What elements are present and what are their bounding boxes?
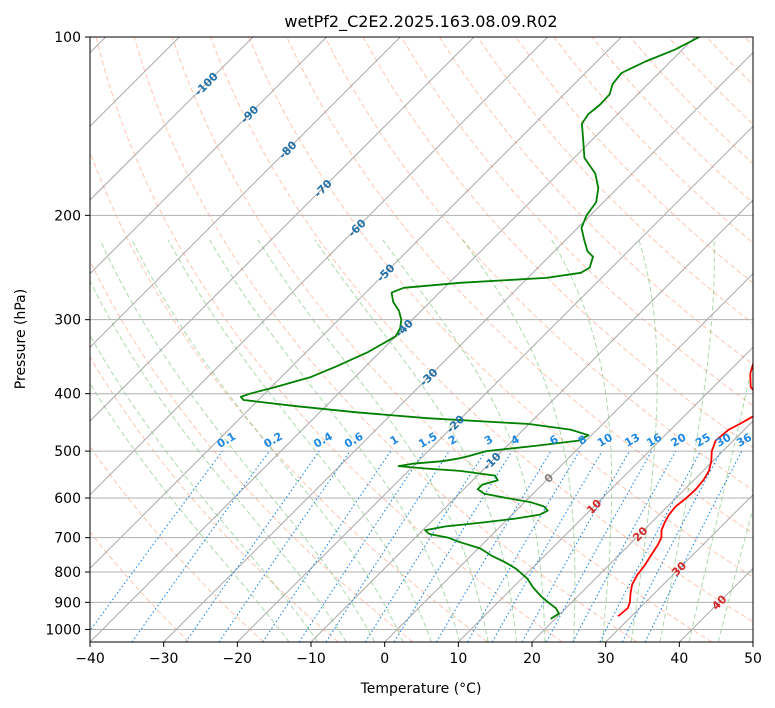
mixing-ratio-line xyxy=(644,450,743,642)
mixing-ratio-line xyxy=(572,450,677,642)
y-tick-label: 300 xyxy=(54,313,81,329)
moist-adiabat-line xyxy=(551,239,613,642)
x-tick-label: 40 xyxy=(670,651,688,667)
x-tick-label: 20 xyxy=(523,651,541,667)
x-tick-label: −30 xyxy=(149,651,179,667)
isotherm-line xyxy=(605,493,753,642)
isotherm-line xyxy=(90,37,328,275)
isotherm-line xyxy=(90,37,475,422)
x-tick-label: 0 xyxy=(380,651,389,667)
isotherm-line xyxy=(457,346,753,642)
dewpoint-profile-line xyxy=(239,37,700,620)
dry-adiabat-line xyxy=(248,37,753,578)
y-tick-label: 800 xyxy=(54,565,81,581)
mixing-ratio-line xyxy=(521,450,630,642)
mixing-ratio-line xyxy=(185,450,320,642)
mixing-ratio-line xyxy=(325,450,450,642)
dry-adiabat-line xyxy=(90,531,190,642)
dry-adiabat-line xyxy=(210,37,753,623)
moist-adiabat-line xyxy=(209,239,461,642)
moist-adiabat-line xyxy=(382,239,546,642)
y-tick-label: 200 xyxy=(54,208,81,224)
isotherm-line xyxy=(90,37,401,349)
dry-adiabat-line xyxy=(90,445,264,642)
chart-title: wetPf2_C2E2.2025.163.08.09.R02 xyxy=(284,12,557,32)
mixing-ratio-line xyxy=(131,450,270,642)
isotherm-line xyxy=(236,125,753,642)
dry-adiabat-line xyxy=(90,356,339,642)
y-tick-label: 400 xyxy=(54,387,81,403)
moist-adiabat-line xyxy=(131,239,404,642)
y-tick-label: 900 xyxy=(54,595,81,611)
mixing-ratio-line xyxy=(218,450,351,642)
moist-adiabat-line xyxy=(99,239,376,642)
isotherm-line xyxy=(163,51,753,642)
mixing-ratio-line xyxy=(262,450,392,642)
moist-adiabat-line xyxy=(167,239,432,642)
dry-adiabat-line xyxy=(515,37,753,284)
isotherm-line xyxy=(90,37,622,570)
dry-adiabat-line xyxy=(400,37,753,407)
y-tick-label: 100 xyxy=(54,30,81,46)
x-tick-label: −20 xyxy=(223,651,253,667)
dry-adiabat-line xyxy=(171,37,712,642)
moist-adiabat-line xyxy=(630,239,658,642)
x-tick-label: 10 xyxy=(449,651,467,667)
plot-frame xyxy=(89,36,754,643)
x-tick-label: 30 xyxy=(597,651,615,667)
mixing-ratio-label: 36 xyxy=(734,431,754,450)
isotherm-line xyxy=(90,37,696,642)
mixing-ratio-line xyxy=(298,450,425,642)
x-tick-label: −10 xyxy=(296,651,326,667)
dry-adiabat-line xyxy=(438,37,753,366)
moist-adiabat-line xyxy=(257,239,489,642)
moist-adiabat-line xyxy=(90,279,347,642)
mixing-ratio-line xyxy=(90,450,223,632)
isotherm-line xyxy=(90,37,549,496)
isotherm-line xyxy=(310,199,753,642)
y-tick-label: 1000 xyxy=(45,622,81,638)
x-tick-label: 50 xyxy=(744,651,762,667)
y-axis: 100 200 300 400 500 600 700 800 900 1000 xyxy=(45,30,90,638)
dry-adiabat-line xyxy=(90,150,488,642)
dry-adiabat-line xyxy=(95,37,563,642)
y-axis-label: Pressure (hPa) xyxy=(13,289,29,389)
x-tick-label: −40 xyxy=(75,651,105,667)
x-axis-label: Temperature (°C) xyxy=(360,681,482,697)
isotherm-line xyxy=(90,37,254,201)
x-axis: −40 −30 −20 −10 0 10 20 30 40 50 xyxy=(75,642,762,667)
isotherm-line xyxy=(384,272,753,642)
y-tick-label: 600 xyxy=(54,491,81,507)
temperature-profile-line xyxy=(617,361,753,617)
mixing-ratio-line xyxy=(545,450,653,642)
moist-adiabat-line xyxy=(659,239,715,642)
dry-adiabat-line xyxy=(133,37,638,642)
isotherm-line xyxy=(531,420,753,642)
moist-adiabat-line xyxy=(90,334,319,642)
y-tick-label: 700 xyxy=(54,531,81,547)
plot-area xyxy=(90,37,753,642)
moist-adiabat-line xyxy=(462,239,576,642)
y-tick-label: 500 xyxy=(54,444,81,460)
